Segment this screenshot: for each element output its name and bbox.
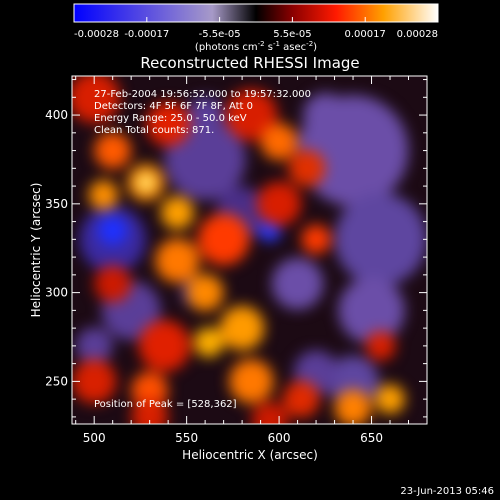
colorbar <box>73 3 439 23</box>
image-blob <box>94 132 132 170</box>
colorbar-tick-label: -5.5e-05 <box>199 29 241 40</box>
image-blob <box>375 384 405 414</box>
image-blob <box>72 76 121 124</box>
image-blob <box>301 224 331 255</box>
annotation-energy: Energy Range: 25.0 - 50.0 keV <box>94 113 247 124</box>
image-blob <box>155 238 200 283</box>
image-blob <box>288 149 326 187</box>
image-blob <box>334 389 372 424</box>
image-blob <box>303 92 348 138</box>
image-blob <box>229 359 274 404</box>
y-axis-label: Heliocentric Y (arcsec) <box>29 183 43 318</box>
x-tick-label: 500 <box>83 431 106 445</box>
x-tick-label: 550 <box>175 431 198 445</box>
colorbar-ticks: -0.00028 -0.00017 -5.5e-05 5.5e-05 0.00017 0.… <box>73 17 439 40</box>
axis-ticks: 500 550 600 650 250 300 350 400 <box>45 76 428 445</box>
colorbar-tick-label: -0.00017 <box>124 29 169 40</box>
image-blob <box>94 265 132 303</box>
image-blob <box>194 327 224 358</box>
image-blob <box>75 327 113 365</box>
y-tick-label: 250 <box>45 374 68 388</box>
image-blob <box>97 215 128 246</box>
plot-frame <box>71 75 428 425</box>
annotation-detectors: Detectors: 4F 5F 6F 7F 8F, Att 0 <box>94 101 253 112</box>
image-blob <box>131 398 169 424</box>
image-blob <box>327 355 379 408</box>
annotation-counts: Clean Total counts: 871. <box>94 125 214 136</box>
footer-date: 23-Jun-2013 05:46 <box>400 486 494 497</box>
image-blob <box>219 305 265 351</box>
image-blob <box>160 196 195 230</box>
annotation-time: 27-Feb-2004 19:56:52.000 to 19:57:32.000 <box>94 89 311 100</box>
image-blob <box>186 274 224 312</box>
colorbar-tick-label: 0.00028 <box>397 29 438 40</box>
image-blob <box>186 96 224 134</box>
colorbar-tick-label: 0.00017 <box>345 29 386 40</box>
image-blob <box>72 359 117 404</box>
image-blob <box>225 89 278 141</box>
image-blob <box>334 193 427 286</box>
colorbar-tick-label: -0.00028 <box>74 29 119 40</box>
chart-title: Reconstructed RHESSI Image <box>140 54 359 72</box>
image-blob <box>271 257 324 310</box>
image-blob <box>256 181 302 227</box>
y-tick-label: 300 <box>45 286 68 300</box>
heatmap-image <box>72 76 427 424</box>
annotation-peak: Position of Peak = [528,362] <box>94 399 237 410</box>
image-blob <box>260 123 298 161</box>
y-tick-label: 350 <box>45 197 68 211</box>
y-tick-label: 400 <box>45 108 68 122</box>
colorbar-unit: (photons cm-2 s-1 asec-2) <box>195 40 317 53</box>
image-blob <box>164 118 246 201</box>
image-blob <box>131 371 169 409</box>
image-blob <box>338 277 405 344</box>
image-blob <box>88 180 119 210</box>
colorbar-tick-label: 5.5e-05 <box>273 29 311 40</box>
image-blob <box>138 319 191 372</box>
x-tick-label: 600 <box>268 431 291 445</box>
x-tick-label: 650 <box>360 431 383 445</box>
image-blob <box>365 331 396 361</box>
image-blob <box>145 101 191 147</box>
image-blob <box>136 173 156 192</box>
image-blob <box>282 380 320 418</box>
x-axis-label: Heliocentric X (arcsec) <box>182 448 318 462</box>
image-blob <box>197 213 250 266</box>
